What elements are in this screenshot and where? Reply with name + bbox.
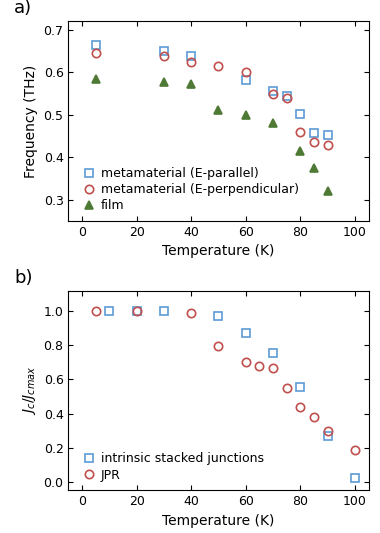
JPR	[135, 308, 139, 314]
film	[312, 165, 316, 171]
intrinsic stacked junctions	[216, 312, 221, 319]
JPR	[353, 447, 357, 454]
metamaterial (E-perpendicular)	[325, 142, 330, 149]
JPR	[189, 310, 193, 316]
metamaterial (E-perpendicular)	[216, 63, 221, 69]
intrinsic stacked junctions	[325, 433, 330, 439]
film	[271, 120, 276, 126]
film	[244, 111, 248, 118]
film	[325, 188, 330, 195]
metamaterial (E-perpendicular)	[271, 91, 276, 98]
metamaterial (E-parallel)	[298, 111, 302, 117]
JPR	[312, 414, 316, 420]
metamaterial (E-perpendicular)	[189, 59, 193, 65]
metamaterial (E-parallel)	[285, 92, 289, 99]
film	[93, 76, 98, 83]
metamaterial (E-parallel)	[312, 130, 316, 136]
metamaterial (E-parallel)	[244, 77, 248, 83]
JPR	[285, 385, 289, 391]
X-axis label: Temperature (K): Temperature (K)	[162, 244, 275, 259]
JPR	[325, 427, 330, 434]
metamaterial (E-parallel)	[325, 132, 330, 139]
metamaterial (E-perpendicular)	[285, 94, 289, 101]
intrinsic stacked junctions	[244, 329, 248, 336]
JPR	[93, 308, 98, 314]
JPR	[216, 343, 221, 350]
Legend: intrinsic stacked junctions, JPR: intrinsic stacked junctions, JPR	[81, 450, 266, 484]
intrinsic stacked junctions	[353, 474, 357, 481]
metamaterial (E-perpendicular)	[312, 139, 316, 146]
Line: intrinsic stacked junctions: intrinsic stacked junctions	[105, 307, 359, 482]
JPR	[257, 362, 262, 369]
Y-axis label: Frequency (THz): Frequency (THz)	[24, 64, 38, 177]
Y-axis label: $J_c/J_{cmax}$: $J_c/J_{cmax}$	[21, 366, 38, 415]
Text: a): a)	[14, 0, 32, 18]
JPR	[271, 365, 276, 372]
metamaterial (E-parallel)	[189, 53, 193, 59]
intrinsic stacked junctions	[162, 308, 166, 314]
film	[216, 107, 221, 114]
intrinsic stacked junctions	[271, 350, 276, 356]
film	[162, 78, 166, 85]
film	[189, 80, 193, 87]
film	[298, 148, 302, 154]
metamaterial (E-perpendicular)	[244, 69, 248, 76]
metamaterial (E-parallel)	[271, 88, 276, 94]
Legend: metamaterial (E-parallel), metamaterial (E-perpendicular), film: metamaterial (E-parallel), metamaterial …	[81, 164, 301, 215]
metamaterial (E-parallel)	[93, 42, 98, 48]
Line: metamaterial (E-parallel): metamaterial (E-parallel)	[92, 41, 332, 139]
Line: film: film	[92, 75, 332, 196]
JPR	[244, 359, 248, 366]
JPR	[298, 403, 302, 410]
metamaterial (E-perpendicular)	[162, 53, 166, 59]
metamaterial (E-parallel)	[162, 48, 166, 54]
intrinsic stacked junctions	[298, 384, 302, 390]
intrinsic stacked junctions	[107, 308, 112, 314]
metamaterial (E-perpendicular)	[93, 50, 98, 56]
intrinsic stacked junctions	[135, 308, 139, 314]
Line: JPR: JPR	[92, 307, 359, 455]
X-axis label: Temperature (K): Temperature (K)	[162, 514, 275, 528]
Line: metamaterial (E-perpendicular): metamaterial (E-perpendicular)	[92, 49, 332, 149]
metamaterial (E-perpendicular)	[298, 128, 302, 135]
Text: b): b)	[14, 269, 33, 287]
